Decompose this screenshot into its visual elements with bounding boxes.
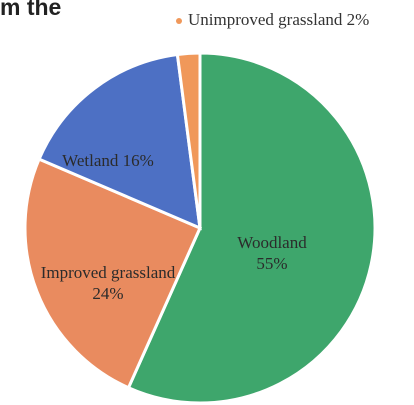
value-label: 2% — [346, 10, 370, 29]
value-label: 16% — [122, 151, 154, 170]
pie-slice — [126, 51, 377, 405]
category-label: Woodland — [237, 233, 307, 252]
pie-slice — [175, 51, 202, 229]
category-label: Improved grassland — [40, 263, 176, 282]
chart-title: m the — [0, 0, 62, 20]
pie-slice — [23, 157, 202, 390]
pie-slice — [37, 52, 202, 231]
slice-label: Improved grassland 24% — [38, 262, 178, 304]
category-label: Wetland — [62, 151, 119, 170]
slice-label: Woodland 55% — [222, 232, 322, 274]
value-label: 24% — [92, 284, 124, 303]
category-label: Unimproved grassland — [188, 10, 343, 29]
legend-entry: Unimproved grassland 2% — [176, 10, 369, 30]
value-label: 55% — [256, 254, 288, 273]
slice-label: Wetland 16% — [60, 150, 156, 171]
legend-dot — [176, 18, 182, 25]
